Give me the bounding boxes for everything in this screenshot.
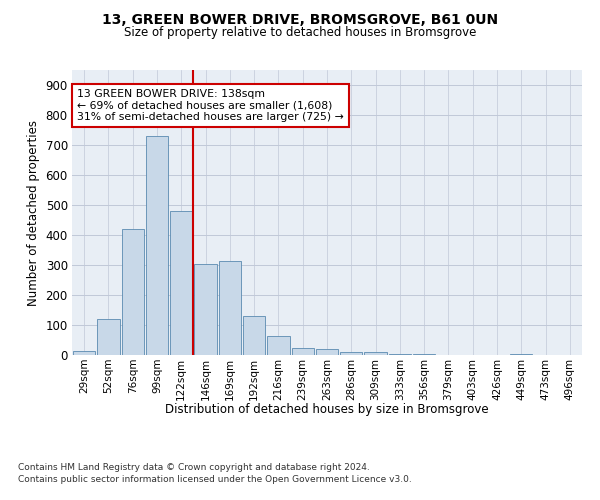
Bar [194, 264, 217, 355]
Bar [243, 316, 265, 355]
Bar [97, 319, 119, 355]
Bar [316, 349, 338, 355]
Bar [510, 354, 532, 355]
Bar [73, 350, 95, 355]
Bar [218, 260, 241, 355]
Bar [340, 352, 362, 355]
Text: Contains HM Land Registry data © Crown copyright and database right 2024.: Contains HM Land Registry data © Crown c… [18, 462, 370, 471]
Bar [364, 352, 387, 355]
Bar [146, 136, 168, 355]
Bar [389, 354, 411, 355]
Text: 13, GREEN BOWER DRIVE, BROMSGROVE, B61 0UN: 13, GREEN BOWER DRIVE, BROMSGROVE, B61 0… [102, 12, 498, 26]
Text: Size of property relative to detached houses in Bromsgrove: Size of property relative to detached ho… [124, 26, 476, 39]
Bar [413, 354, 436, 355]
Text: 13 GREEN BOWER DRIVE: 138sqm
← 69% of detached houses are smaller (1,608)
31% of: 13 GREEN BOWER DRIVE: 138sqm ← 69% of de… [77, 88, 344, 122]
Text: Contains public sector information licensed under the Open Government Licence v3: Contains public sector information licen… [18, 475, 412, 484]
Bar [170, 211, 193, 355]
Bar [267, 336, 290, 355]
Y-axis label: Number of detached properties: Number of detached properties [27, 120, 40, 306]
Bar [122, 229, 144, 355]
Text: Distribution of detached houses by size in Bromsgrove: Distribution of detached houses by size … [165, 402, 489, 415]
Bar [292, 348, 314, 355]
